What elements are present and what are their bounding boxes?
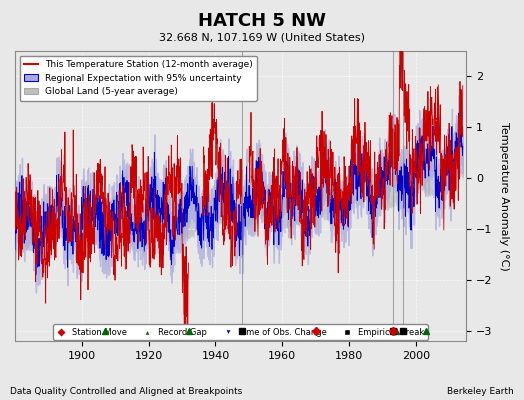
- Text: HATCH 5 NW: HATCH 5 NW: [198, 12, 326, 30]
- Text: Berkeley Earth: Berkeley Earth: [447, 387, 514, 396]
- Y-axis label: Temperature Anomaly (°C): Temperature Anomaly (°C): [499, 122, 509, 270]
- Text: Data Quality Controlled and Aligned at Breakpoints: Data Quality Controlled and Aligned at B…: [10, 387, 243, 396]
- Legend: Station Move, Record Gap, Time of Obs. Change, Empirical Break: Station Move, Record Gap, Time of Obs. C…: [53, 324, 428, 340]
- Text: 32.668 N, 107.169 W (United States): 32.668 N, 107.169 W (United States): [159, 32, 365, 42]
